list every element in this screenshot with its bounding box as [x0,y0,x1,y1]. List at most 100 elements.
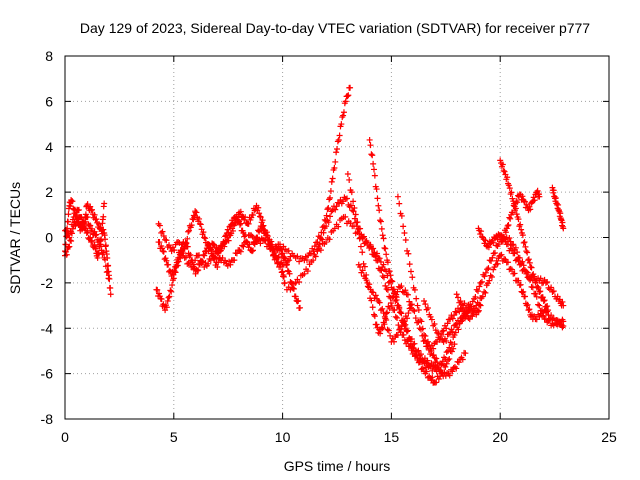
data-point [443,349,450,356]
data-point [368,297,375,304]
data-point [186,227,193,234]
data-point [443,360,450,367]
data-point [227,261,234,268]
data-point [485,280,492,287]
data-point [370,311,377,318]
data-point [532,277,539,284]
data-point [369,152,376,159]
data-point [531,273,538,280]
data-point [498,251,505,258]
data-point [259,217,266,224]
data-point [363,277,370,284]
data-point [395,322,402,329]
data-point [509,209,516,216]
data-point [100,213,107,220]
data-point [478,228,485,235]
data-point [522,198,529,205]
data-point [418,318,425,325]
data-point [490,266,497,273]
data-point [169,282,176,289]
data-point [231,257,238,264]
data-point [233,213,240,220]
y-tick-label: -6 [41,366,54,382]
data-point [456,308,463,315]
data-point [534,283,541,290]
data-point [451,312,458,319]
data-point [511,270,518,277]
data-point [536,288,543,295]
data-point [312,253,319,260]
data-point [359,249,366,256]
data-point [549,288,556,295]
data-point [434,329,441,336]
data-point [501,233,508,240]
data-point [283,261,290,268]
data-point [475,308,482,315]
data-point [505,241,512,248]
data-point [215,249,222,256]
data-point [350,208,357,215]
data-point [229,227,236,234]
data-point [387,272,394,279]
data-point [444,347,451,354]
data-point [404,291,411,298]
data-point [433,379,440,386]
data-point [394,314,401,321]
data-point [229,220,236,227]
data-point [156,290,163,297]
data-point [550,187,557,194]
data-point [415,307,422,314]
data-point [75,215,82,222]
data-point [167,287,174,294]
data-point [453,291,460,298]
data-point [329,207,336,214]
data-point [250,247,257,254]
data-point [443,325,450,332]
data-point [541,297,548,304]
data-point [389,278,396,285]
data-point [537,288,544,295]
data-point [398,310,405,317]
data-point [515,277,522,284]
data-point [357,263,364,270]
data-point [400,319,407,326]
data-point [107,291,114,298]
data-point [188,222,195,229]
data-point [488,273,495,280]
data-point [392,313,399,320]
data-point [544,303,551,310]
data-point [414,319,421,326]
data-point [512,244,519,251]
data-point [514,199,521,206]
data-point [379,232,386,239]
data-point [411,286,418,293]
data-point [397,284,404,291]
data-point [513,198,520,205]
data-point [522,243,529,250]
y-tick-label: -4 [41,320,54,336]
data-point [511,203,518,210]
data-point [417,351,424,358]
data-point [87,203,94,210]
data-point [372,292,379,299]
data-point [528,264,535,271]
data-point [105,275,112,282]
data-point [334,199,341,206]
data-point [475,307,482,314]
data-point [196,252,203,259]
data-point [519,232,526,239]
data-point [243,238,250,245]
data-point [62,248,69,255]
data-point [532,290,539,297]
data-point [519,267,526,274]
data-point [424,304,431,311]
data-point [453,365,460,372]
data-point [286,257,293,264]
data-point [370,160,377,167]
data-point [356,235,363,242]
data-point [533,293,540,300]
data-point [386,305,393,312]
data-point [537,275,544,282]
data-point [464,310,471,317]
